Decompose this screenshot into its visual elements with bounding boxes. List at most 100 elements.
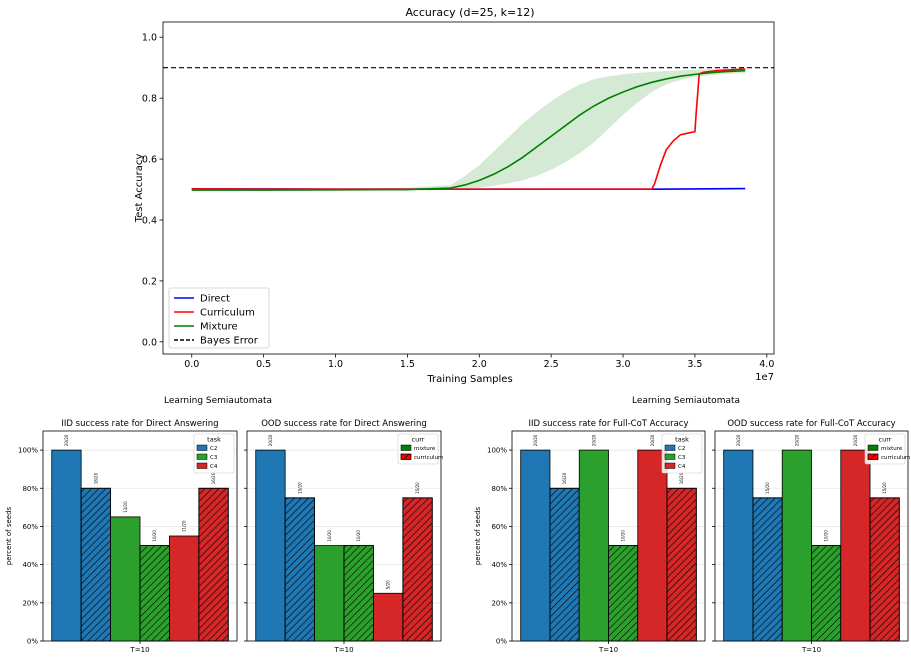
bar-c3-mixture — [578, 449, 609, 642]
y-tick-label: 0.6 — [142, 155, 157, 166]
line-chart-plot-area — [162, 21, 775, 355]
bar-value-label: 20/20 — [268, 434, 273, 446]
bar-legend-label: mixture — [881, 446, 903, 452]
iid-cot-bar-chart: IID success rate for Full-CoT Accuracy 0%… — [474, 419, 706, 654]
bar-c2-mixture — [51, 449, 82, 642]
line-chart-title: Accuracy (d=25, k=12) — [405, 6, 534, 19]
series-line-curriculum — [191, 68, 746, 191]
bar-legend-label: C2 — [678, 446, 685, 452]
bar-hatch-overlay — [869, 497, 900, 642]
bar-value-label: 20/20 — [794, 434, 799, 446]
bar-value-label: 20/20 — [736, 434, 741, 446]
bar-legend-swatch — [196, 444, 208, 451]
line-chart-xlabel: Training Samples — [426, 374, 512, 385]
bar-value-label: 16/20 — [679, 472, 684, 484]
bar-value-label: 20/20 — [853, 434, 858, 446]
x-tick-label: 3.0 — [615, 359, 630, 370]
bar-c4-mixture — [637, 449, 668, 642]
y-tick-label: 60% — [491, 523, 507, 531]
x-tick-label: 2.0 — [472, 359, 487, 370]
mixture-band — [191, 68, 746, 192]
bar-chart-title: OOD success rate for Direct Answering — [261, 419, 427, 429]
y-tick-label: 0% — [27, 638, 38, 646]
x-tick-label: 4.0 — [759, 359, 774, 370]
bar-hatch-overlay — [284, 497, 315, 642]
bar-hatch-overlay — [608, 545, 639, 642]
bar-hatch-overlay — [80, 487, 111, 642]
bar-chart-title: OOD success rate for Full-CoT Accuracy — [727, 419, 895, 429]
legend-label: Direct — [200, 294, 230, 305]
bar-value-label: 15/20 — [882, 482, 887, 494]
bar-legend-swatch — [664, 444, 676, 451]
group-label-left: Learning Semiautomata — [164, 396, 272, 406]
bar-value-label: 11/20 — [182, 520, 187, 532]
bar-chart-xlabel: T=10 — [333, 646, 353, 654]
series-line-mixture — [191, 69, 746, 191]
bar-legend-label: C2 — [210, 446, 217, 452]
x-tick-label: 1.0 — [328, 359, 343, 370]
bar-legend-label: C3 — [678, 455, 686, 461]
y-tick-label: 0.8 — [142, 94, 157, 105]
bar-hatch-overlay — [549, 487, 580, 642]
y-tick-label: 100% — [487, 447, 507, 455]
bar-legend-title: curr — [412, 436, 425, 444]
y-tick-label: 0.4 — [142, 215, 157, 226]
bar-hatch-overlay — [752, 497, 783, 642]
bar-legend-swatch — [664, 462, 676, 469]
bar-hatch-overlay — [139, 545, 170, 642]
bar-legend-swatch — [196, 453, 208, 460]
bar-hatch-overlay — [198, 487, 229, 642]
bar-legend-swatch — [664, 453, 676, 460]
bar-hatch-overlay — [666, 487, 697, 642]
bar-chart-ylabel: percent of seeds — [5, 506, 13, 565]
bar-value-label: 20/20 — [591, 434, 596, 446]
ood-direct-bar-chart: OOD success rate for Direct Answering 20/… — [244, 419, 443, 654]
bar-value-label: 10/20 — [152, 530, 157, 542]
group-label-right: Learning Semiautomata — [632, 396, 740, 406]
bar-chart-ylabel: percent of seeds — [474, 506, 482, 565]
legend-label: Mixture — [200, 322, 238, 333]
bar-hatch-overlay — [811, 545, 842, 642]
bar-legend-label: mixture — [414, 446, 436, 452]
bar-legend-label: curriculum — [881, 455, 910, 461]
bar-c3-mixture — [110, 516, 141, 642]
x-tick-label: 2.5 — [544, 359, 559, 370]
x-tick-label: 3.5 — [687, 359, 702, 370]
y-tick-label: 20% — [491, 599, 507, 607]
y-tick-label: 80% — [491, 485, 507, 493]
bar-value-label: 15/20 — [297, 482, 302, 494]
bar-value-label: 13/20 — [123, 501, 128, 513]
line-chart-legend — [168, 287, 270, 349]
bar-value-label: 15/20 — [415, 482, 420, 494]
y-tick-label: 80% — [22, 485, 38, 493]
bar-value-label: 20/20 — [650, 434, 655, 446]
iid-direct-bar-chart: IID success rate for Direct Answering 0% 2… — [5, 419, 238, 654]
y-tick-label: 20% — [22, 599, 38, 607]
bar-legend-label: C4 — [210, 464, 218, 470]
y-tick-label: 40% — [22, 561, 38, 569]
bar-c3-mixture — [781, 449, 812, 642]
accuracy-line-chart: Accuracy (d=25, k=12) Training Samples T… — [134, 6, 775, 385]
bar-c4-mixture — [373, 592, 404, 642]
ood-cot-bar-chart: OOD success rate for Full-CoT Accuracy 20… — [712, 419, 910, 654]
bar-legend-hatch — [867, 453, 879, 460]
y-tick-label: 60% — [22, 523, 38, 531]
bar-chart-title: IID success rate for Direct Answering — [61, 419, 218, 429]
bar-legend-hatch — [400, 453, 412, 460]
bar-chart-title: IID success rate for Full-CoT Accuracy — [528, 419, 688, 429]
line-chart-x-scale-label: 1e7 — [755, 372, 774, 383]
y-tick-label: 40% — [491, 561, 507, 569]
bar-value-label: 5/20 — [386, 580, 391, 589]
bar-hatch-overlay — [343, 545, 374, 642]
bar-legend-label: C4 — [678, 464, 686, 470]
legend-label: Curriculum — [200, 308, 255, 319]
x-tick-label: 0.0 — [184, 359, 199, 370]
y-tick-label: 1.0 — [142, 33, 157, 44]
bar-hatch-overlay — [402, 497, 433, 642]
line-chart-ylabel: Test Accuracy — [134, 154, 145, 224]
bar-c4-mixture — [840, 449, 871, 642]
bar-legend-swatch — [196, 462, 208, 469]
bar-c4-mixture — [169, 535, 200, 642]
bar-value-label: 10/20 — [327, 530, 332, 542]
bar-value-label: 10/20 — [356, 530, 361, 542]
